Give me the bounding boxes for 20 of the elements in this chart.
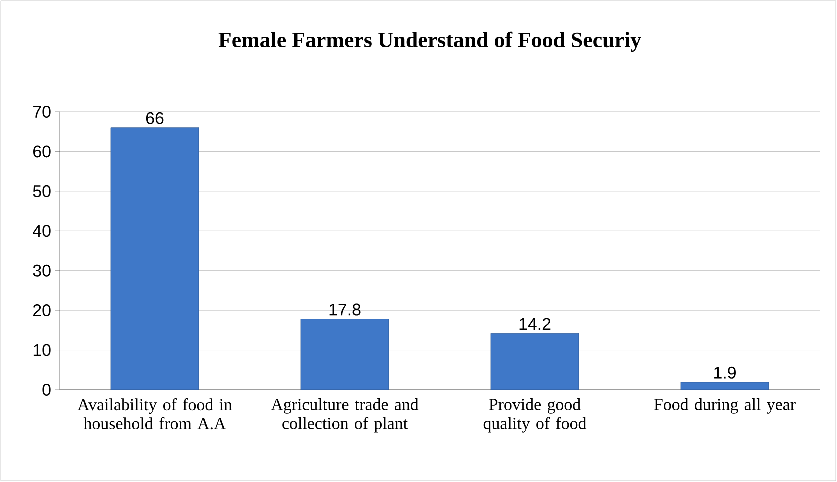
y-tick-label: 60: [34, 146, 51, 158]
y-tick-label: 30: [33, 264, 51, 277]
y-tick-label: 40: [33, 225, 51, 238]
x-tick-label: Agriculture trade and collection of plant: [271, 398, 419, 433]
y-tick-label: 50: [33, 185, 51, 198]
data-label: 66: [146, 112, 164, 124]
data-label: 17.8: [330, 304, 361, 316]
data-label: 1.9: [714, 366, 736, 379]
y-tick-label: 20: [34, 304, 51, 317]
x-tick-label: Provide good quality of food: [484, 398, 587, 433]
y-tick-label: 70: [34, 106, 51, 118]
bar: [300, 319, 390, 390]
x-tick-label: Food during all year: [654, 398, 796, 414]
bar: [110, 128, 200, 390]
y-tick-label: 10: [34, 344, 51, 356]
data-label: 14.2: [520, 318, 551, 330]
bar: [490, 333, 580, 390]
x-tick-label: Availability of food in household from A.A: [78, 398, 232, 430]
chart-title: Female Farmers Understand of Food Securiy: [218, 32, 642, 52]
y-tick-label: 0: [42, 384, 51, 396]
